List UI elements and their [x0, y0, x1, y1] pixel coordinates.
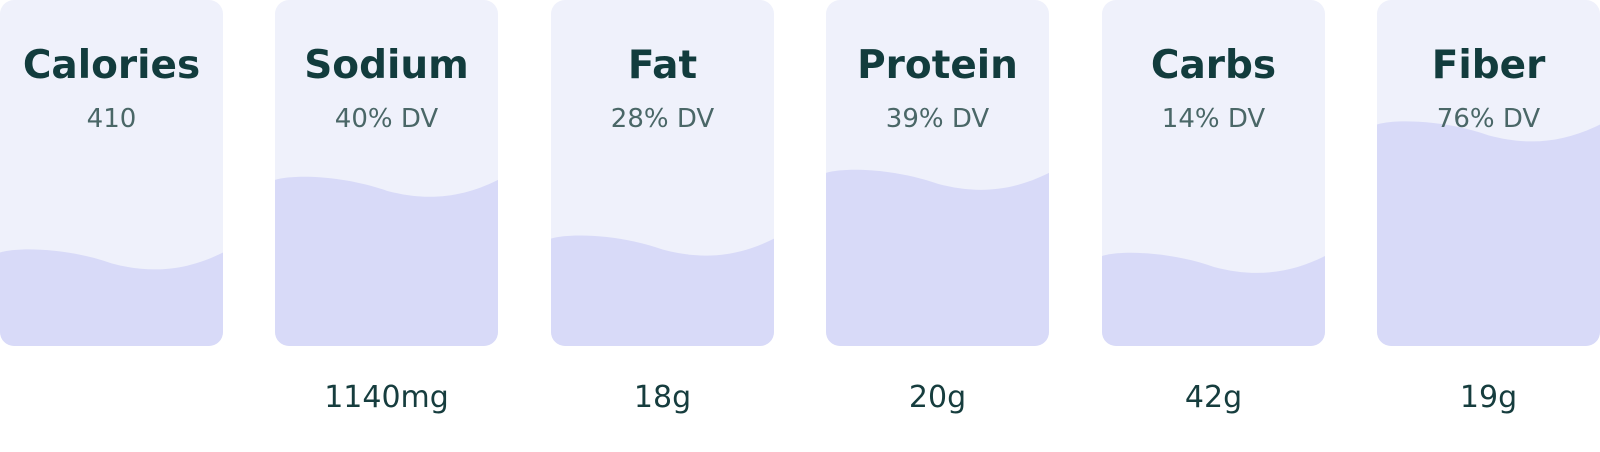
- nutrient-name: Fat: [627, 43, 698, 88]
- nutrient-daily-value: 40% DV: [334, 104, 439, 134]
- nutrient-amount: 1140mg: [324, 380, 449, 415]
- fill-level-shape: [826, 169, 1049, 346]
- fill-wave: [826, 169, 1049, 346]
- fill-wave: [1102, 252, 1325, 346]
- nutrient-amount: 19g: [1459, 380, 1518, 415]
- fill-wave: [275, 176, 498, 346]
- nutrient-daily-value: 14% DV: [1161, 104, 1266, 134]
- nutrient-name: Carbs: [1150, 43, 1277, 88]
- fill-level-shape: [0, 249, 223, 346]
- nutrient-daily-value: 39% DV: [885, 104, 990, 134]
- nutrient-card: Fiber 76% DV: [1377, 0, 1600, 346]
- nutrient-card: Calories 410: [0, 0, 223, 346]
- fill-wave: [1377, 121, 1600, 346]
- fill-level-shape: [1377, 121, 1600, 346]
- fill-level-shape: [551, 235, 774, 346]
- nutrient-daily-value: 410: [86, 104, 137, 134]
- nutrient-card: Sodium 40% DV: [275, 0, 498, 346]
- nutrient-name: Sodium: [304, 43, 469, 88]
- nutrient-calories: Calories 410: [0, 0, 223, 452]
- nutrient-fat: Fat 28% DV 18g: [551, 0, 774, 452]
- fill-wave: [551, 235, 774, 346]
- nutrient-amount: 18g: [633, 380, 692, 415]
- nutrient-card: Protein 39% DV: [826, 0, 1049, 346]
- nutrient-amount: 20g: [908, 380, 967, 415]
- nutrient-daily-value: 28% DV: [610, 104, 715, 134]
- nutrient-carbs: Carbs 14% DV 42g: [1102, 0, 1325, 452]
- nutrient-fiber: Fiber 76% DV 19g: [1377, 0, 1600, 452]
- nutrient-card: Carbs 14% DV: [1102, 0, 1325, 346]
- nutrient-sodium: Sodium 40% DV 1140mg: [275, 0, 498, 452]
- nutrient-name: Calories: [22, 43, 201, 88]
- nutrient-amount: 42g: [1184, 380, 1243, 415]
- fill-wave: [0, 249, 223, 346]
- fill-level-shape: [275, 176, 498, 346]
- fill-level-shape: [1102, 252, 1325, 346]
- nutrient-protein: Protein 39% DV 20g: [826, 0, 1049, 452]
- nutrient-name: Fiber: [1431, 43, 1546, 88]
- nutrient-name: Protein: [857, 43, 1018, 88]
- nutrient-card: Fat 28% DV: [551, 0, 774, 346]
- nutrient-daily-value: 76% DV: [1436, 104, 1541, 134]
